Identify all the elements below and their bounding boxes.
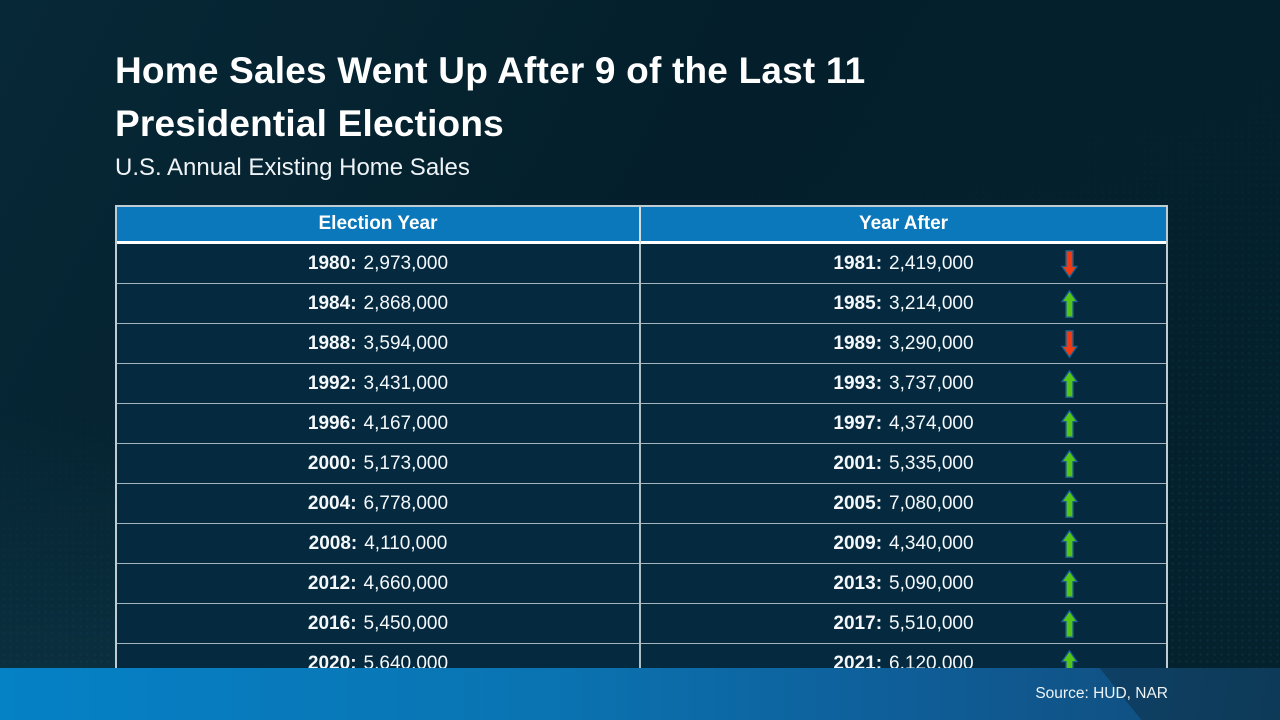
source-attribution: Source: HUD, NAR [1035, 685, 1168, 702]
year-after-cell: 2009: 4,340,000 [641, 523, 1166, 563]
election-year-label: 2008: [308, 532, 358, 554]
election-year-label: 1996: [307, 412, 357, 434]
up-arrow-icon [1061, 289, 1078, 318]
after-year-label: 2001: [833, 452, 883, 474]
election-year-sales-value: 3,431,000 [363, 372, 449, 394]
election-year-label: 1988: [307, 332, 357, 354]
home-sales-table: Election Year Year After 1980: 2,973,000 … [115, 205, 1168, 685]
election-year-label: 2012: [307, 572, 357, 594]
after-year-label: 2005: [833, 492, 883, 514]
election-year-sales-value: 3,594,000 [363, 332, 449, 354]
election-year-sales-value: 4,660,000 [363, 572, 449, 594]
column-header-year-after: Year After [641, 207, 1166, 244]
election-year-cell: 1980: 2,973,000 [117, 244, 641, 283]
election-year-label: 2004: [307, 492, 357, 514]
election-year-label: 2000: [307, 452, 357, 474]
year-after-cell: 1981: 2,419,000 [641, 244, 1166, 283]
after-year-label: 1985: [833, 292, 883, 314]
up-arrow-icon [1061, 409, 1078, 438]
up-arrow-icon [1061, 529, 1078, 558]
home-sales-data-table: Election Year Year After 1980: 2,973,000 … [117, 207, 1166, 683]
after-year-sales-value: 7,080,000 [889, 492, 974, 514]
year-after-cell: 1989: 3,290,000 [641, 323, 1166, 363]
table-row: 1984: 2,868,000 1985: 3,214,000 [117, 283, 1166, 323]
election-year-label: 2016: [307, 612, 357, 634]
election-year-sales-value: 6,778,000 [363, 492, 449, 514]
after-year-sales-value: 5,090,000 [889, 572, 974, 594]
election-year-cell: 2004: 6,778,000 [117, 483, 641, 523]
election-year-label: 1992: [307, 372, 357, 394]
election-year-cell: 1992: 3,431,000 [117, 363, 641, 403]
election-year-cell: 2012: 4,660,000 [117, 563, 641, 603]
election-year-cell: 1984: 2,868,000 [117, 283, 641, 323]
after-year-label: 1981: [833, 252, 883, 274]
after-year-sales-value: 5,510,000 [889, 612, 974, 634]
year-after-cell: 2013: 5,090,000 [641, 563, 1166, 603]
after-year-label: 1989: [833, 332, 883, 354]
slide-title-line2: Presidential Elections [115, 103, 504, 144]
after-year-sales-value: 4,340,000 [889, 532, 974, 554]
table-body: 1980: 2,973,000 1981: 2,419,000 1984: 2,868… [117, 244, 1166, 683]
year-after-cell: 1985: 3,214,000 [641, 283, 1166, 323]
down-arrow-icon [1061, 249, 1078, 278]
table-row: 2000: 5,173,000 2001: 5,335,000 [117, 443, 1166, 483]
election-year-cell: 1996: 4,167,000 [117, 403, 641, 443]
election-year-sales-value: 5,450,000 [363, 612, 449, 634]
after-year-sales-value: 4,374,000 [889, 412, 974, 434]
election-year-sales-value: 4,110,000 [364, 532, 448, 554]
table-row: 2008: 4,110,000 2009: 4,340,000 [117, 523, 1166, 563]
after-year-sales-value: 3,290,000 [889, 332, 974, 354]
table-row: 2004: 6,778,000 2005: 7,080,000 [117, 483, 1166, 523]
election-year-cell: 2000: 5,173,000 [117, 443, 641, 483]
year-after-cell: 1997: 4,374,000 [641, 403, 1166, 443]
year-after-cell: 2017: 5,510,000 [641, 603, 1166, 643]
after-year-sales-value: 3,214,000 [889, 292, 974, 314]
footer-bar: Source: HUD, NAR [0, 668, 1280, 720]
election-year-label: 1984: [307, 292, 357, 314]
up-arrow-icon [1061, 449, 1078, 478]
after-year-sales-value: 2,419,000 [889, 252, 974, 274]
down-arrow-icon [1061, 329, 1078, 358]
election-year-cell: 1988: 3,594,000 [117, 323, 641, 363]
year-after-cell: 2001: 5,335,000 [641, 443, 1166, 483]
up-arrow-icon [1061, 489, 1078, 518]
after-year-label: 2017: [833, 612, 883, 634]
table-row: 1980: 2,973,000 1981: 2,419,000 [117, 244, 1166, 283]
slide-title-line1: Home Sales Went Up After 9 of the Last 1… [115, 50, 866, 91]
slide-subtitle: U.S. Annual Existing Home Sales [115, 154, 470, 181]
after-year-label: 1997: [833, 412, 883, 434]
after-year-sales-value: 5,335,000 [889, 452, 974, 474]
column-header-election-year: Election Year [117, 207, 641, 244]
slide-title: Home Sales Went Up After 9 of the Last 1… [115, 44, 1175, 150]
election-year-sales-value: 5,173,000 [363, 452, 449, 474]
table-row: 2016: 5,450,000 2017: 5,510,000 [117, 603, 1166, 643]
after-year-label: 2013: [833, 572, 883, 594]
election-year-cell: 2008: 4,110,000 [117, 523, 641, 563]
up-arrow-icon [1061, 609, 1078, 638]
table-header-row: Election Year Year After [117, 207, 1166, 244]
election-year-cell: 2016: 5,450,000 [117, 603, 641, 643]
up-arrow-icon [1061, 569, 1078, 598]
year-after-cell: 1993: 3,737,000 [641, 363, 1166, 403]
table-row: 1992: 3,431,000 1993: 3,737,000 [117, 363, 1166, 403]
election-year-sales-value: 4,167,000 [363, 412, 449, 434]
election-year-sales-value: 2,973,000 [363, 252, 449, 274]
table-row: 2012: 4,660,000 2013: 5,090,000 [117, 563, 1166, 603]
up-arrow-icon [1061, 369, 1078, 398]
table-row: 1988: 3,594,000 1989: 3,290,000 [117, 323, 1166, 363]
election-year-sales-value: 2,868,000 [363, 292, 449, 314]
election-year-label: 1980: [307, 252, 357, 274]
after-year-label: 1993: [833, 372, 883, 394]
year-after-cell: 2005: 7,080,000 [641, 483, 1166, 523]
after-year-label: 2009: [833, 532, 883, 554]
after-year-sales-value: 3,737,000 [889, 372, 974, 394]
table-row: 1996: 4,167,000 1997: 4,374,000 [117, 403, 1166, 443]
